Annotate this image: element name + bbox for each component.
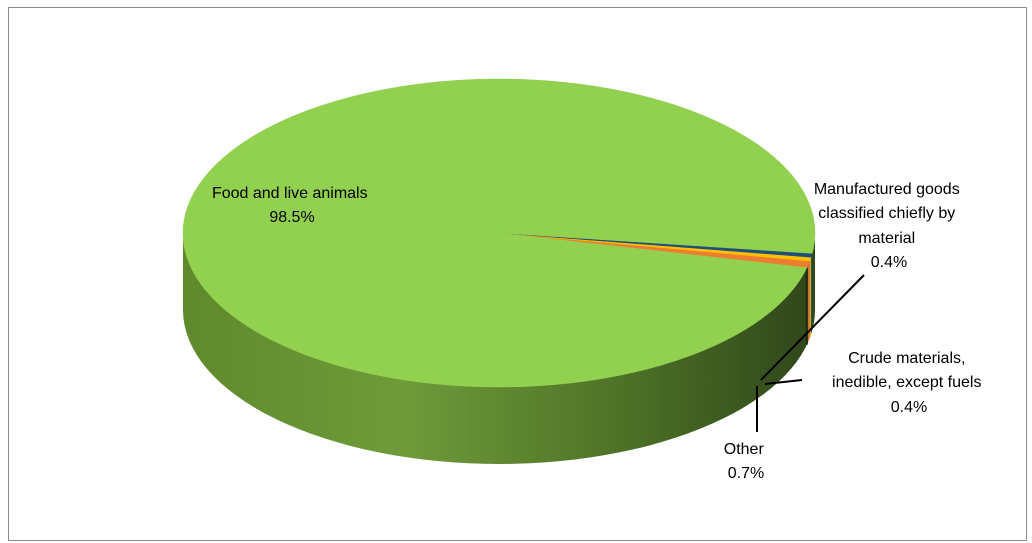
chart-area: Food and live animals 98.5% Manufactured… <box>8 7 1027 541</box>
pie-side-wall <box>183 233 815 464</box>
data-label-other: Other 0.7% <box>724 441 768 482</box>
pie-chart: Food and live animals 98.5% Manufactured… <box>182 78 986 482</box>
leader-lines <box>756 274 865 432</box>
leader-line-manufactured <box>760 274 865 381</box>
leader-line-crude <box>764 379 803 385</box>
pie-slice-crude-side <box>809 257 812 339</box>
data-label-crude: Crude materials, inedible, except fuels … <box>832 350 986 416</box>
data-labels: Food and live animals 98.5% Manufactured… <box>212 181 986 482</box>
data-label-food: Food and live animals 98.5% <box>212 185 372 226</box>
pie-top <box>182 78 816 388</box>
data-label-manufactured: Manufactured goods classified chiefly by… <box>814 181 964 271</box>
pie-slice-food <box>182 78 816 388</box>
pie-slice-manufactured-side <box>811 253 813 335</box>
